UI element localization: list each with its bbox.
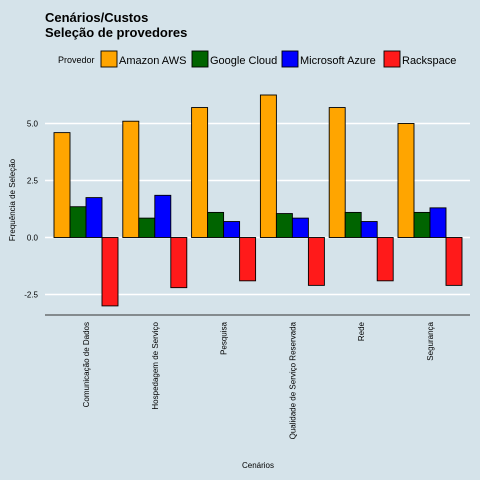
x-tick-label: Comunicação de Dados xyxy=(82,322,91,407)
bar xyxy=(445,237,463,286)
bar xyxy=(69,206,87,238)
y-axis-title: Frequência de Seleção xyxy=(8,158,17,241)
legend-label: Google Cloud xyxy=(210,55,277,67)
x-tick-label: Pesquisa xyxy=(220,321,229,354)
bar xyxy=(291,217,309,238)
bar xyxy=(154,194,172,238)
y-tick-label: 0.0 xyxy=(27,234,39,243)
legend-title: Provedor xyxy=(58,55,95,65)
bar xyxy=(191,107,209,238)
bar xyxy=(344,211,362,238)
legend-item: Rackspace xyxy=(383,50,456,68)
bar xyxy=(307,237,325,286)
legend-swatch xyxy=(383,50,401,68)
bar xyxy=(101,237,119,307)
legend-item: Microsoft Azure xyxy=(281,50,376,68)
x-tick-label: Qualidade de Serviço Reservada xyxy=(288,321,297,439)
bar xyxy=(413,211,431,238)
bar xyxy=(275,213,293,238)
x-tick-label: Hospedagem de Serviço xyxy=(151,321,160,409)
bar xyxy=(239,237,257,282)
bar xyxy=(122,120,140,238)
chart-title: Cenários/Custos xyxy=(45,10,148,25)
legend-item: Amazon AWS xyxy=(100,50,186,68)
x-tick-labels: Comunicação de Dados Hospedagem de Serviç… xyxy=(82,321,435,439)
legend-item: Google Cloud xyxy=(191,50,277,68)
y-tick-label: 5.0 xyxy=(27,120,39,129)
bar xyxy=(429,207,447,238)
y-tick-label: -2.5 xyxy=(24,291,38,300)
bar xyxy=(397,123,415,238)
legend-swatch xyxy=(281,50,299,68)
x-tick-label: Segurança xyxy=(426,321,435,360)
x-tick-label: Rede xyxy=(357,321,366,341)
legend-swatch xyxy=(100,50,118,68)
bar xyxy=(259,94,277,238)
chart-subtitle: Seleção de provedores xyxy=(45,25,187,40)
bar xyxy=(360,221,378,238)
bar xyxy=(170,237,188,289)
legend-label: Microsoft Azure xyxy=(300,55,376,67)
bars xyxy=(53,94,463,307)
bar xyxy=(328,107,346,238)
bar xyxy=(85,197,103,238)
bar xyxy=(223,221,241,238)
bar xyxy=(53,132,71,238)
bar xyxy=(207,211,225,238)
legend-swatch xyxy=(191,50,209,68)
legend-label: Amazon AWS xyxy=(119,55,186,67)
x-axis-title: Cenários xyxy=(242,461,274,470)
y-tick-labels: -2.5 0.0 2.5 5.0 xyxy=(24,120,38,300)
bar xyxy=(376,237,394,282)
legend: Amazon AWS Google Cloud Microsoft Azure Rac… xyxy=(100,50,456,68)
bar xyxy=(138,217,156,238)
legend-label: Rackspace xyxy=(402,55,456,67)
y-tick-label: 2.5 xyxy=(27,177,39,186)
